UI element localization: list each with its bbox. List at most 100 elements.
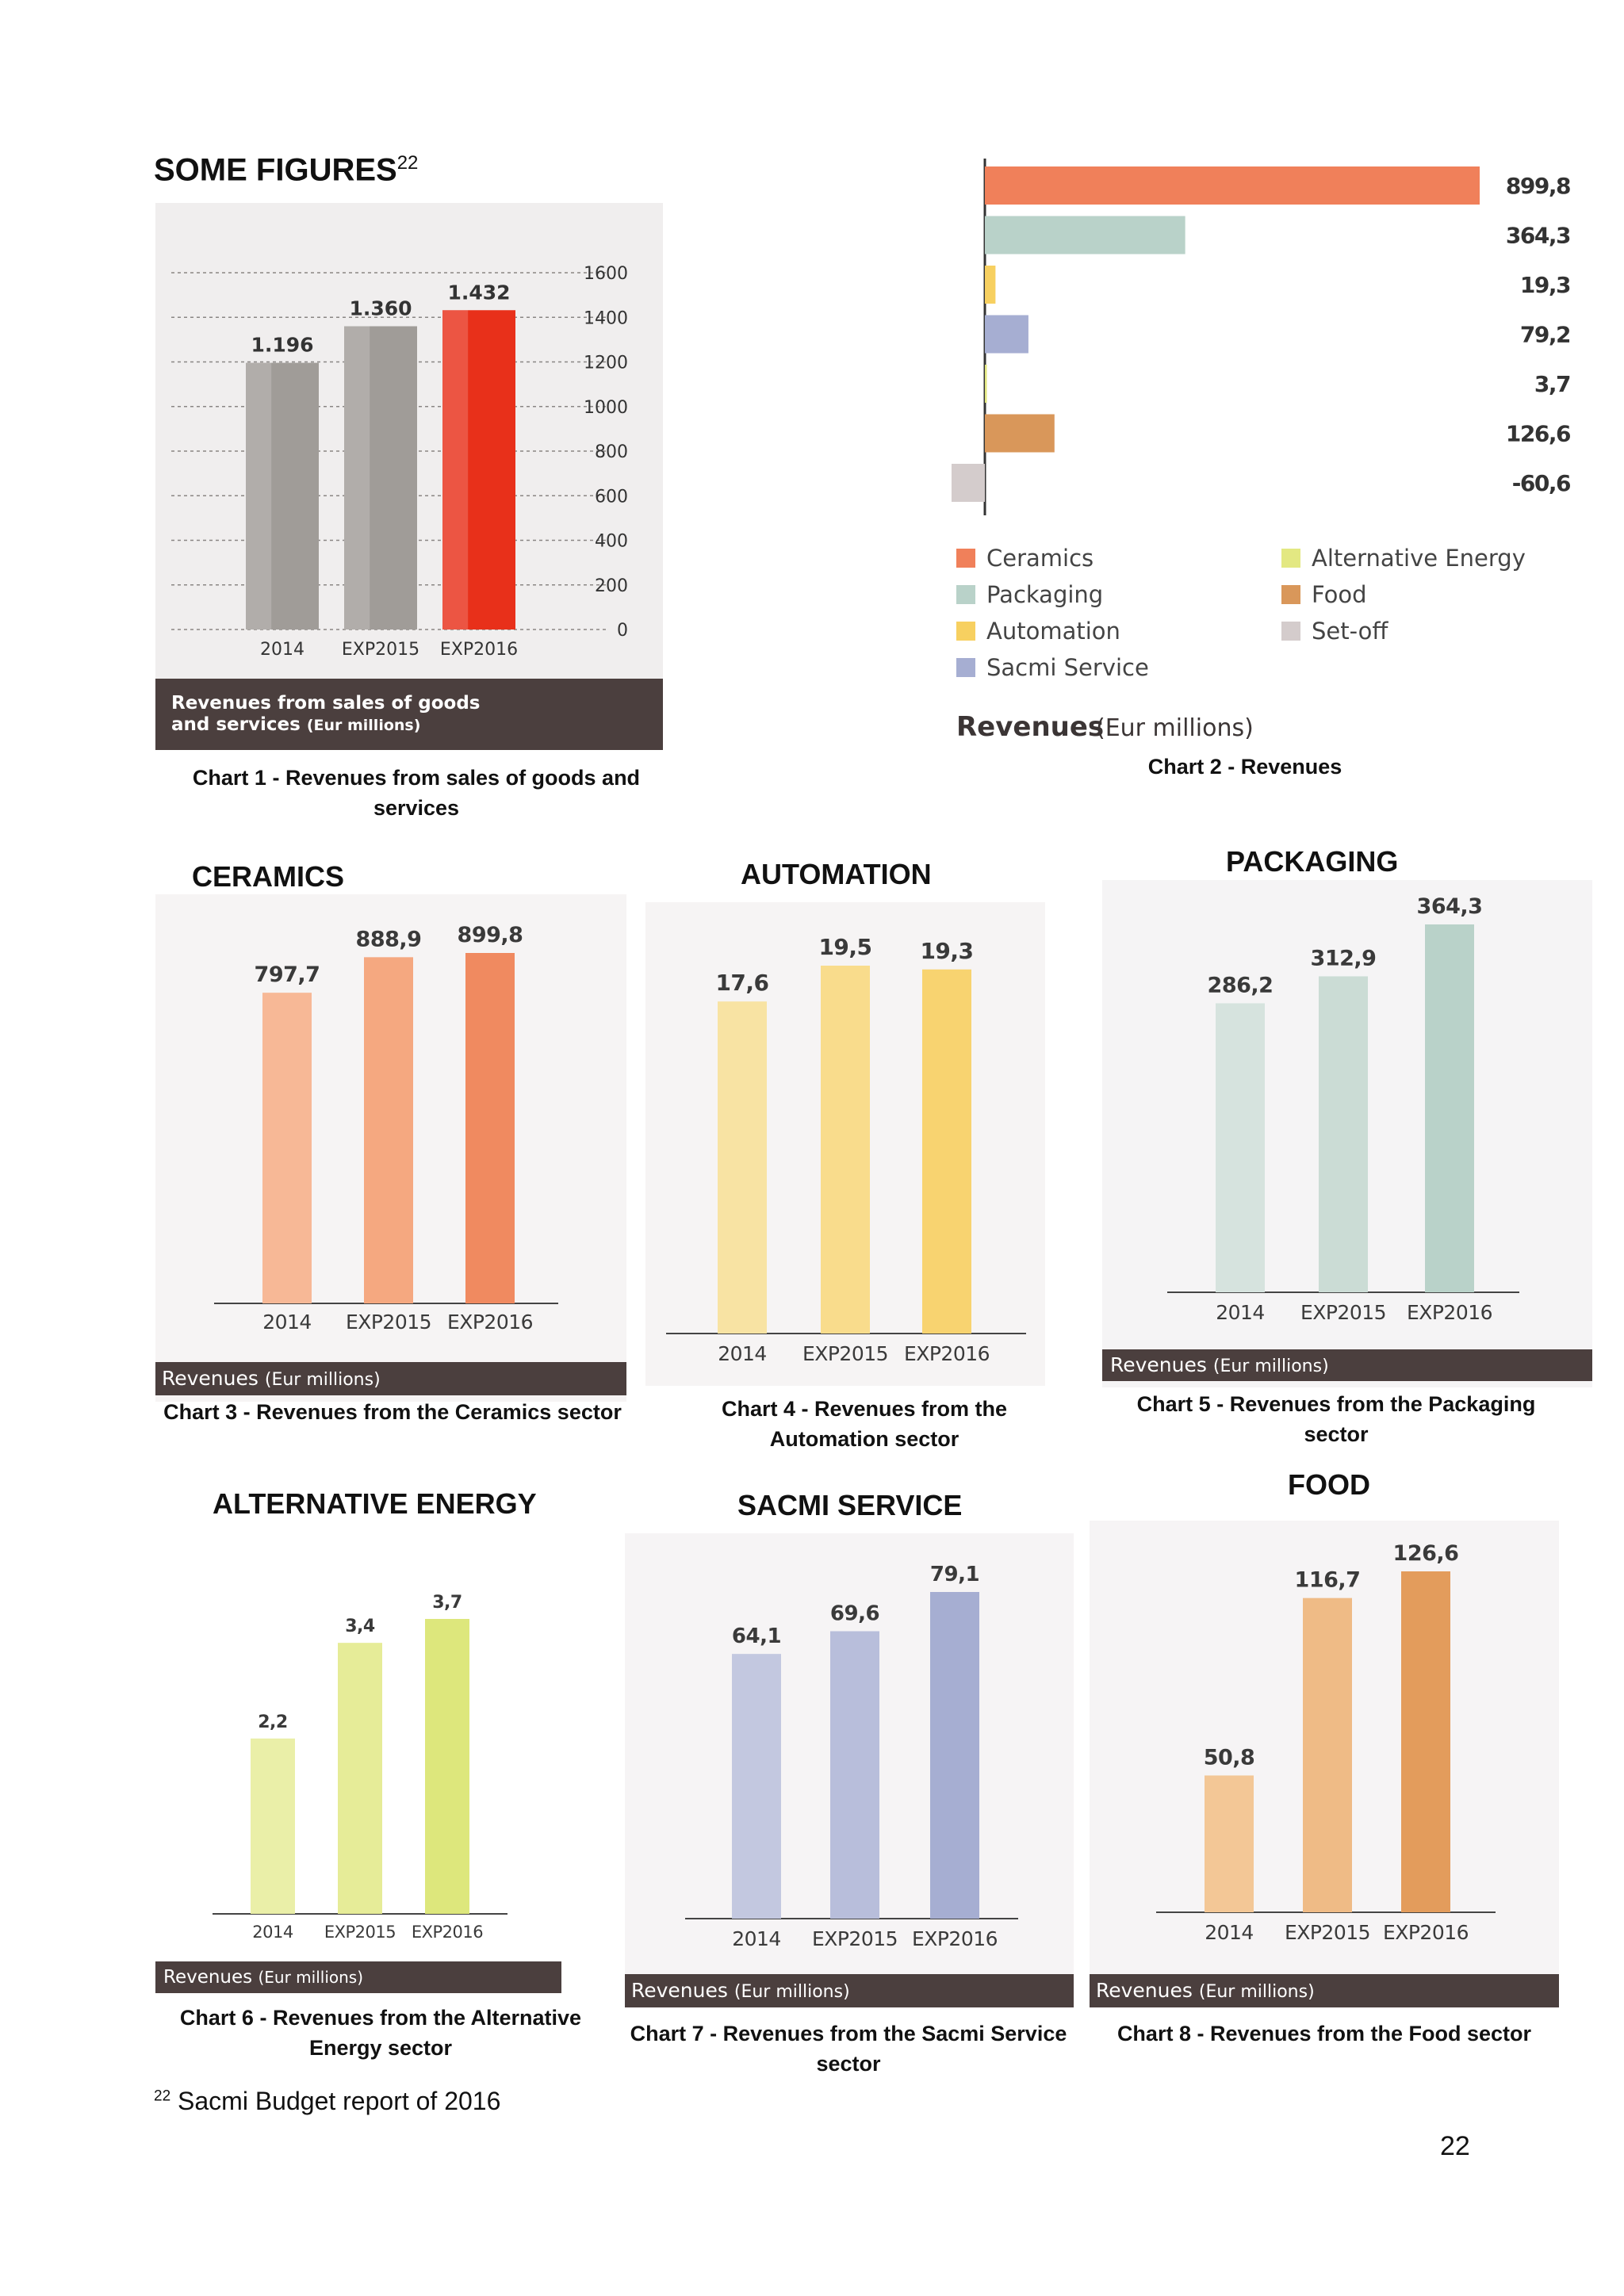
chart2-bar [985, 365, 987, 403]
chart2-legend-label: Set-off [1312, 618, 1388, 645]
chart8-xtick-label: EXP2016 [1383, 1921, 1469, 1944]
chart8-value-label: 50,8 [1204, 1745, 1255, 1770]
chart8-bar [1401, 1571, 1450, 1912]
chart6-bar [425, 1619, 469, 1914]
chart1-bar [442, 310, 515, 629]
chart2-legend-swatch [1281, 549, 1300, 568]
chart2-bar [985, 315, 1028, 354]
chart1-bar-highlight [344, 326, 370, 629]
chart5-bar [1319, 976, 1368, 1292]
chart2-legend-label: Packaging [986, 581, 1103, 608]
chart7-footer-unit: (Eur millions) [733, 1982, 850, 2002]
chart4-xtick-label: 2014 [718, 1342, 767, 1365]
chart1-footer-unit: (Eur millions) [306, 717, 421, 734]
chart8-panel: 50,8 2014 116,7 EXP2015 126,6 EXP2016 Revenue… [1090, 1521, 1559, 2009]
chart8-xtick-label: EXP2015 [1285, 1921, 1370, 1944]
chart7-value-label: 64,1 [732, 1624, 781, 1648]
chart4-xtick-label: EXP2015 [802, 1342, 888, 1365]
chart6-panel: 2,2 2014 3,4 EXP2015 3,7 EXP2016 Revenues (Eu… [155, 1538, 561, 1998]
chart6-value-label: 2,2 [258, 1712, 287, 1732]
chart1-ytick-label: 1600 [584, 264, 628, 284]
chart8-footer-unit: (Eur millions) [1198, 1982, 1315, 2002]
chart3-value-label: 797,7 [255, 962, 320, 987]
chart3-panel: 797,7 2014 888,9 EXP2015 899,8 EXP2016 Revenu… [155, 894, 626, 1402]
chart2-value-label: -60,6 [1512, 470, 1570, 496]
chart5-plot: 286,2 2014 312,9 EXP2015 364,3 EXP2016 [1167, 894, 1519, 1324]
chart7-xtick-label: EXP2015 [812, 1927, 898, 1950]
chart4-bar [718, 1001, 767, 1334]
chart1-panel: 0 200 400 600 800 1000 1200 1400 1600 1.196 2014 1.… [155, 203, 663, 750]
chart2-panel: 899,8 364,3 19,3 79,2 3,7 126,6 -60,6 Ceramics P… [948, 143, 1599, 753]
footnote: 22 Sacmi Budget report of 2016 [154, 2087, 500, 2116]
chart1-footer-line2-row: and services (Eur millions) [171, 714, 663, 737]
chart3-bar [364, 957, 413, 1303]
chart3-footer: Revenues (Eur millions) [155, 1362, 626, 1395]
chart2-value-label: 126,6 [1506, 421, 1570, 447]
chart1-bar [344, 326, 417, 629]
chart2-title-unit: (Eur millions) [1096, 714, 1254, 742]
chart8-footer: Revenues (Eur millions) [1090, 1974, 1559, 2007]
chart2-title-label: Revenues [956, 711, 1104, 743]
chart1-ytick-label: 1400 [584, 308, 628, 328]
chart5-caption: Chart 5 - Revenues from the Packaging se… [1136, 1392, 1536, 1446]
chart3-value-label: 899,8 [458, 923, 523, 947]
chart2-value-label: 364,3 [1506, 223, 1570, 249]
chart4-caption: Chart 4 - Revenues from the Automation s… [721, 1397, 1008, 1451]
chart6-value-label: 3,7 [432, 1593, 462, 1613]
chart3-bar [465, 953, 515, 1303]
chart2-legend-label: Sacmi Service [986, 654, 1149, 681]
chart3-bar [262, 993, 312, 1303]
chart1-value-label: 1.196 [251, 334, 313, 357]
chart5-xtick-label: EXP2015 [1300, 1301, 1386, 1324]
chart6-bar [251, 1738, 295, 1914]
chart2-value-label: 3,7 [1534, 371, 1570, 397]
chart3-plot: 797,7 2014 888,9 EXP2015 899,8 EXP2016 [214, 923, 558, 1334]
chart2-plot: 899,8 364,3 19,3 79,2 3,7 126,6 -60,6 Ceramics P… [951, 159, 1572, 743]
chart4-xtick-label: EXP2016 [904, 1342, 990, 1365]
chart7-bar [930, 1592, 979, 1919]
chart1-plot: 0 200 400 600 800 1000 1200 1400 1600 1.196 2014 1.… [171, 264, 628, 660]
footnote-text: Sacmi Budget report of 2016 [178, 2087, 501, 2115]
chart4-panel: 17,6 2014 19,5 EXP2015 19,3 EXP2016 [645, 902, 1045, 1386]
chart2-bar [985, 414, 1055, 453]
chart1-ytick-label: 1000 [584, 398, 628, 418]
chart5-bar [1425, 924, 1474, 1292]
chart6-xtick-label: 2014 [252, 1923, 293, 1942]
chart7-panel: 64,1 2014 69,6 EXP2015 79,1 EXP2016 Revenues … [625, 1533, 1074, 2009]
chart1-bar-highlight [442, 310, 469, 629]
chart1-value-label: 1.360 [349, 297, 412, 320]
chart1-value-label: 1.432 [447, 281, 510, 304]
chart5-footer: Revenues (Eur millions) [1102, 1349, 1592, 1381]
chart5-value-label: 364,3 [1417, 894, 1483, 919]
chart4-value-label: 19,5 [818, 934, 871, 960]
chart3-xtick-label: 2014 [262, 1311, 312, 1334]
chart2-bar [985, 216, 1185, 254]
chart1-ytick-label: 800 [595, 442, 628, 462]
chart3-xtick-label: EXP2015 [346, 1311, 431, 1334]
chart1-xtick-label: EXP2015 [342, 640, 419, 660]
chart2-caption: Chart 2 - Revenues [1147, 755, 1342, 779]
chart2-legend-swatch [956, 622, 975, 641]
chart2-legend-label: Automation [986, 618, 1120, 645]
chart7-bar [830, 1631, 879, 1919]
chart5-panel: 286,2 2014 312,9 EXP2015 364,3 EXP2016 Revenu… [1102, 880, 1592, 1387]
chart8-heading: FOOD [1288, 1468, 1370, 1501]
page-heading-text: SOME FIGURES [154, 152, 397, 188]
chart5-xtick-label: EXP2016 [1407, 1301, 1492, 1324]
chart2-bar [985, 166, 1480, 205]
chart2-value-label: 79,2 [1520, 322, 1570, 348]
chart6-footer: Revenues (Eur millions) [155, 1961, 561, 1993]
chart5-heading: PACKAGING [1226, 845, 1399, 878]
chart8-caption: Chart 8 - Revenues from the Food sector [1116, 2022, 1532, 2045]
chart5-footer-unit: (Eur millions) [1212, 1357, 1329, 1376]
chart1-bar [246, 362, 319, 629]
chart8-value-label: 116,7 [1295, 1568, 1361, 1593]
chart5-footer-label: Revenues [1110, 1353, 1207, 1376]
chart2-legend-swatch [1281, 585, 1300, 604]
chart1-bar-highlight [246, 362, 272, 629]
chart5-bar [1216, 1003, 1265, 1292]
chart8-value-label: 126,6 [1393, 1541, 1459, 1566]
chart8-xtick-label: 2014 [1205, 1921, 1254, 1944]
chart8-footer-label: Revenues [1096, 1979, 1193, 2002]
chart6-xtick-label: EXP2015 [324, 1923, 396, 1942]
